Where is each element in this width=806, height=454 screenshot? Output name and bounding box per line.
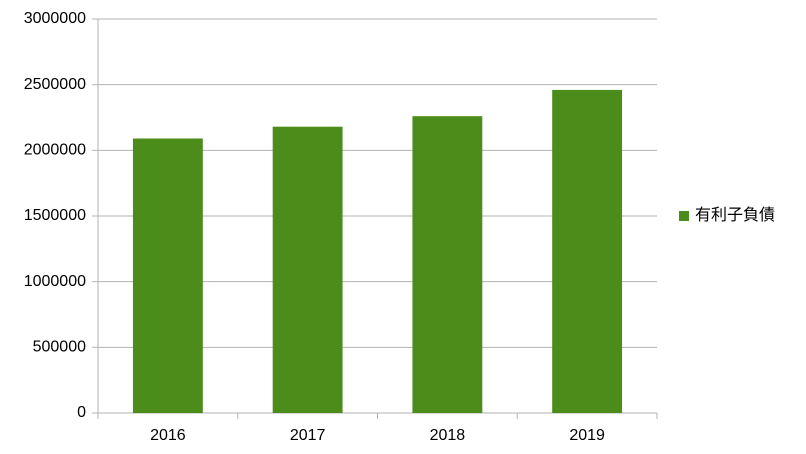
y-tick-label: 1500000 [24,207,86,224]
x-tick-label: 2019 [569,427,605,444]
bar [272,126,343,414]
x-tick-label: 2018 [430,427,466,444]
y-tick-label: 500000 [33,339,86,356]
bar [412,116,483,413]
y-tick-label: 1000000 [24,273,86,290]
y-tick-label: 2000000 [24,142,86,159]
x-tick-label: 2017 [290,427,326,444]
bar [552,89,623,414]
y-tick-label: 2500000 [24,76,86,93]
legend-label: 有利子負債 [695,206,775,224]
legend-swatch [679,211,689,221]
x-tick-label: 2016 [150,427,186,444]
y-tick-label: 0 [77,404,86,421]
y-tick-label: 3000000 [24,10,86,27]
bar [132,138,203,413]
